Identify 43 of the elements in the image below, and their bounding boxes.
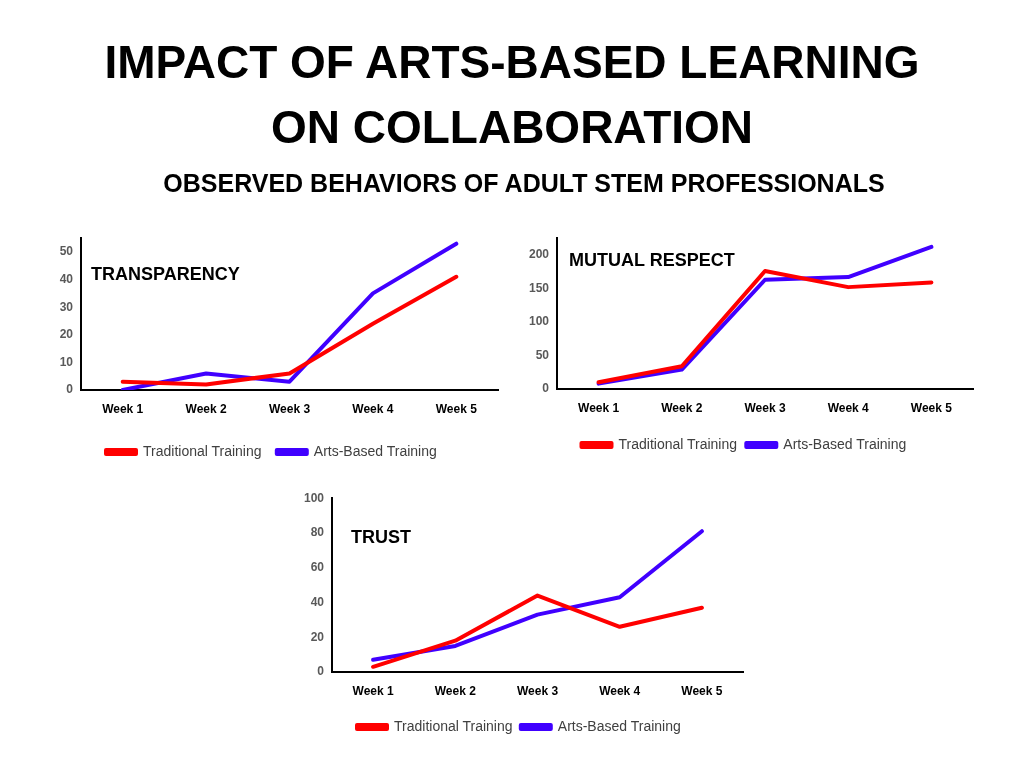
- y-tick-label: 60: [310, 560, 325, 575]
- legend-label: Traditional Training: [394, 717, 513, 734]
- y-tick-label: 80: [310, 525, 325, 540]
- x-tick-label: Week 5: [910, 400, 953, 415]
- x-tick-label: Week 4: [827, 400, 870, 415]
- x-tick-label: Week 1: [102, 401, 144, 416]
- x-tick-label: Week 2: [661, 400, 703, 415]
- y-tick-label: 0: [317, 664, 325, 679]
- y-tick-label: 0: [66, 382, 74, 397]
- x-tick-label: Week 1: [352, 683, 394, 698]
- x-tick-label: Week 2: [434, 683, 477, 698]
- x-tick-label: Week 3: [268, 401, 311, 416]
- y-tick-label: 50: [59, 244, 74, 259]
- y-tick-label: 10: [59, 354, 74, 369]
- y-tick-label: 200: [528, 247, 550, 262]
- text: TRANSPARENCY: [91, 264, 240, 285]
- x-tick-label: Week 5: [435, 401, 478, 416]
- legend-label: Traditional Training: [143, 442, 262, 459]
- y-tick-label: 0: [542, 381, 550, 396]
- text: OBSERVED BEHAVIORS OF ADULT STEM PROFESSIONALS: [162, 168, 886, 199]
- x-tick-label: Week 5: [681, 683, 723, 698]
- legend-label: Arts-Based Training: [313, 442, 437, 459]
- text: MUTUAL RESPECT: [569, 250, 735, 271]
- y-tick-label: 20: [310, 629, 325, 644]
- x-tick-label: Week 2: [185, 401, 227, 416]
- y-tick-label: 30: [59, 299, 74, 314]
- text: TRUST: [351, 527, 411, 548]
- y-tick-label: 100: [303, 490, 325, 505]
- text: IMPACT OF ARTS-BASED LEARNING ON COLLABORATION: [103, 35, 921, 155]
- x-tick-label: Week 4: [599, 683, 641, 698]
- y-tick-label: 150: [528, 280, 550, 295]
- x-tick-label: Week 3: [516, 683, 559, 698]
- legend-label: Traditional Training: [618, 435, 738, 452]
- legend-label: Arts-Based Training: [783, 435, 907, 452]
- legend-label: Arts-Based Training: [557, 717, 681, 734]
- x-tick-label: Week 3: [744, 400, 786, 415]
- y-tick-label: 40: [59, 271, 74, 286]
- x-tick-label: Week 4: [352, 401, 394, 416]
- y-tick-label: 40: [310, 594, 325, 609]
- y-tick-label: 100: [528, 314, 550, 329]
- y-tick-label: 20: [59, 327, 74, 342]
- y-tick-label: 50: [535, 347, 550, 362]
- x-tick-label: Week 1: [578, 400, 620, 415]
